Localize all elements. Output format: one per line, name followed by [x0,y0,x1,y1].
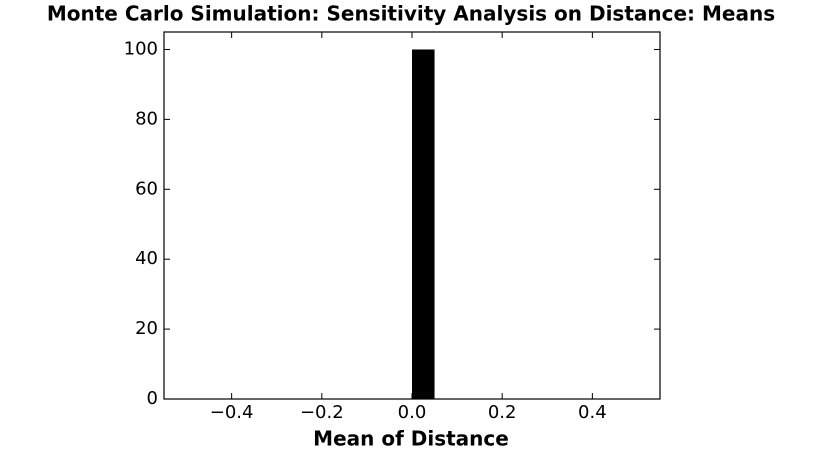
y-tick-label: 40 [135,248,158,269]
chart-title: Monte Carlo Simulation: Sensitivity Anal… [47,2,775,26]
y-tick-label: 100 [124,38,158,59]
bar [412,49,435,399]
y-tick-label: 80 [135,108,158,129]
x-tick-label: −0.2 [300,402,344,423]
x-tick-label: 0.4 [578,402,607,423]
y-tick-label: 0 [147,388,158,409]
x-tick-label: 0.2 [488,402,517,423]
x-tick-label: 0.0 [398,402,427,423]
x-axis-label: Mean of Distance [313,427,509,451]
y-tick-label: 20 [135,318,158,339]
y-tick-label: 60 [135,178,158,199]
x-tick-label: −0.4 [210,402,254,423]
